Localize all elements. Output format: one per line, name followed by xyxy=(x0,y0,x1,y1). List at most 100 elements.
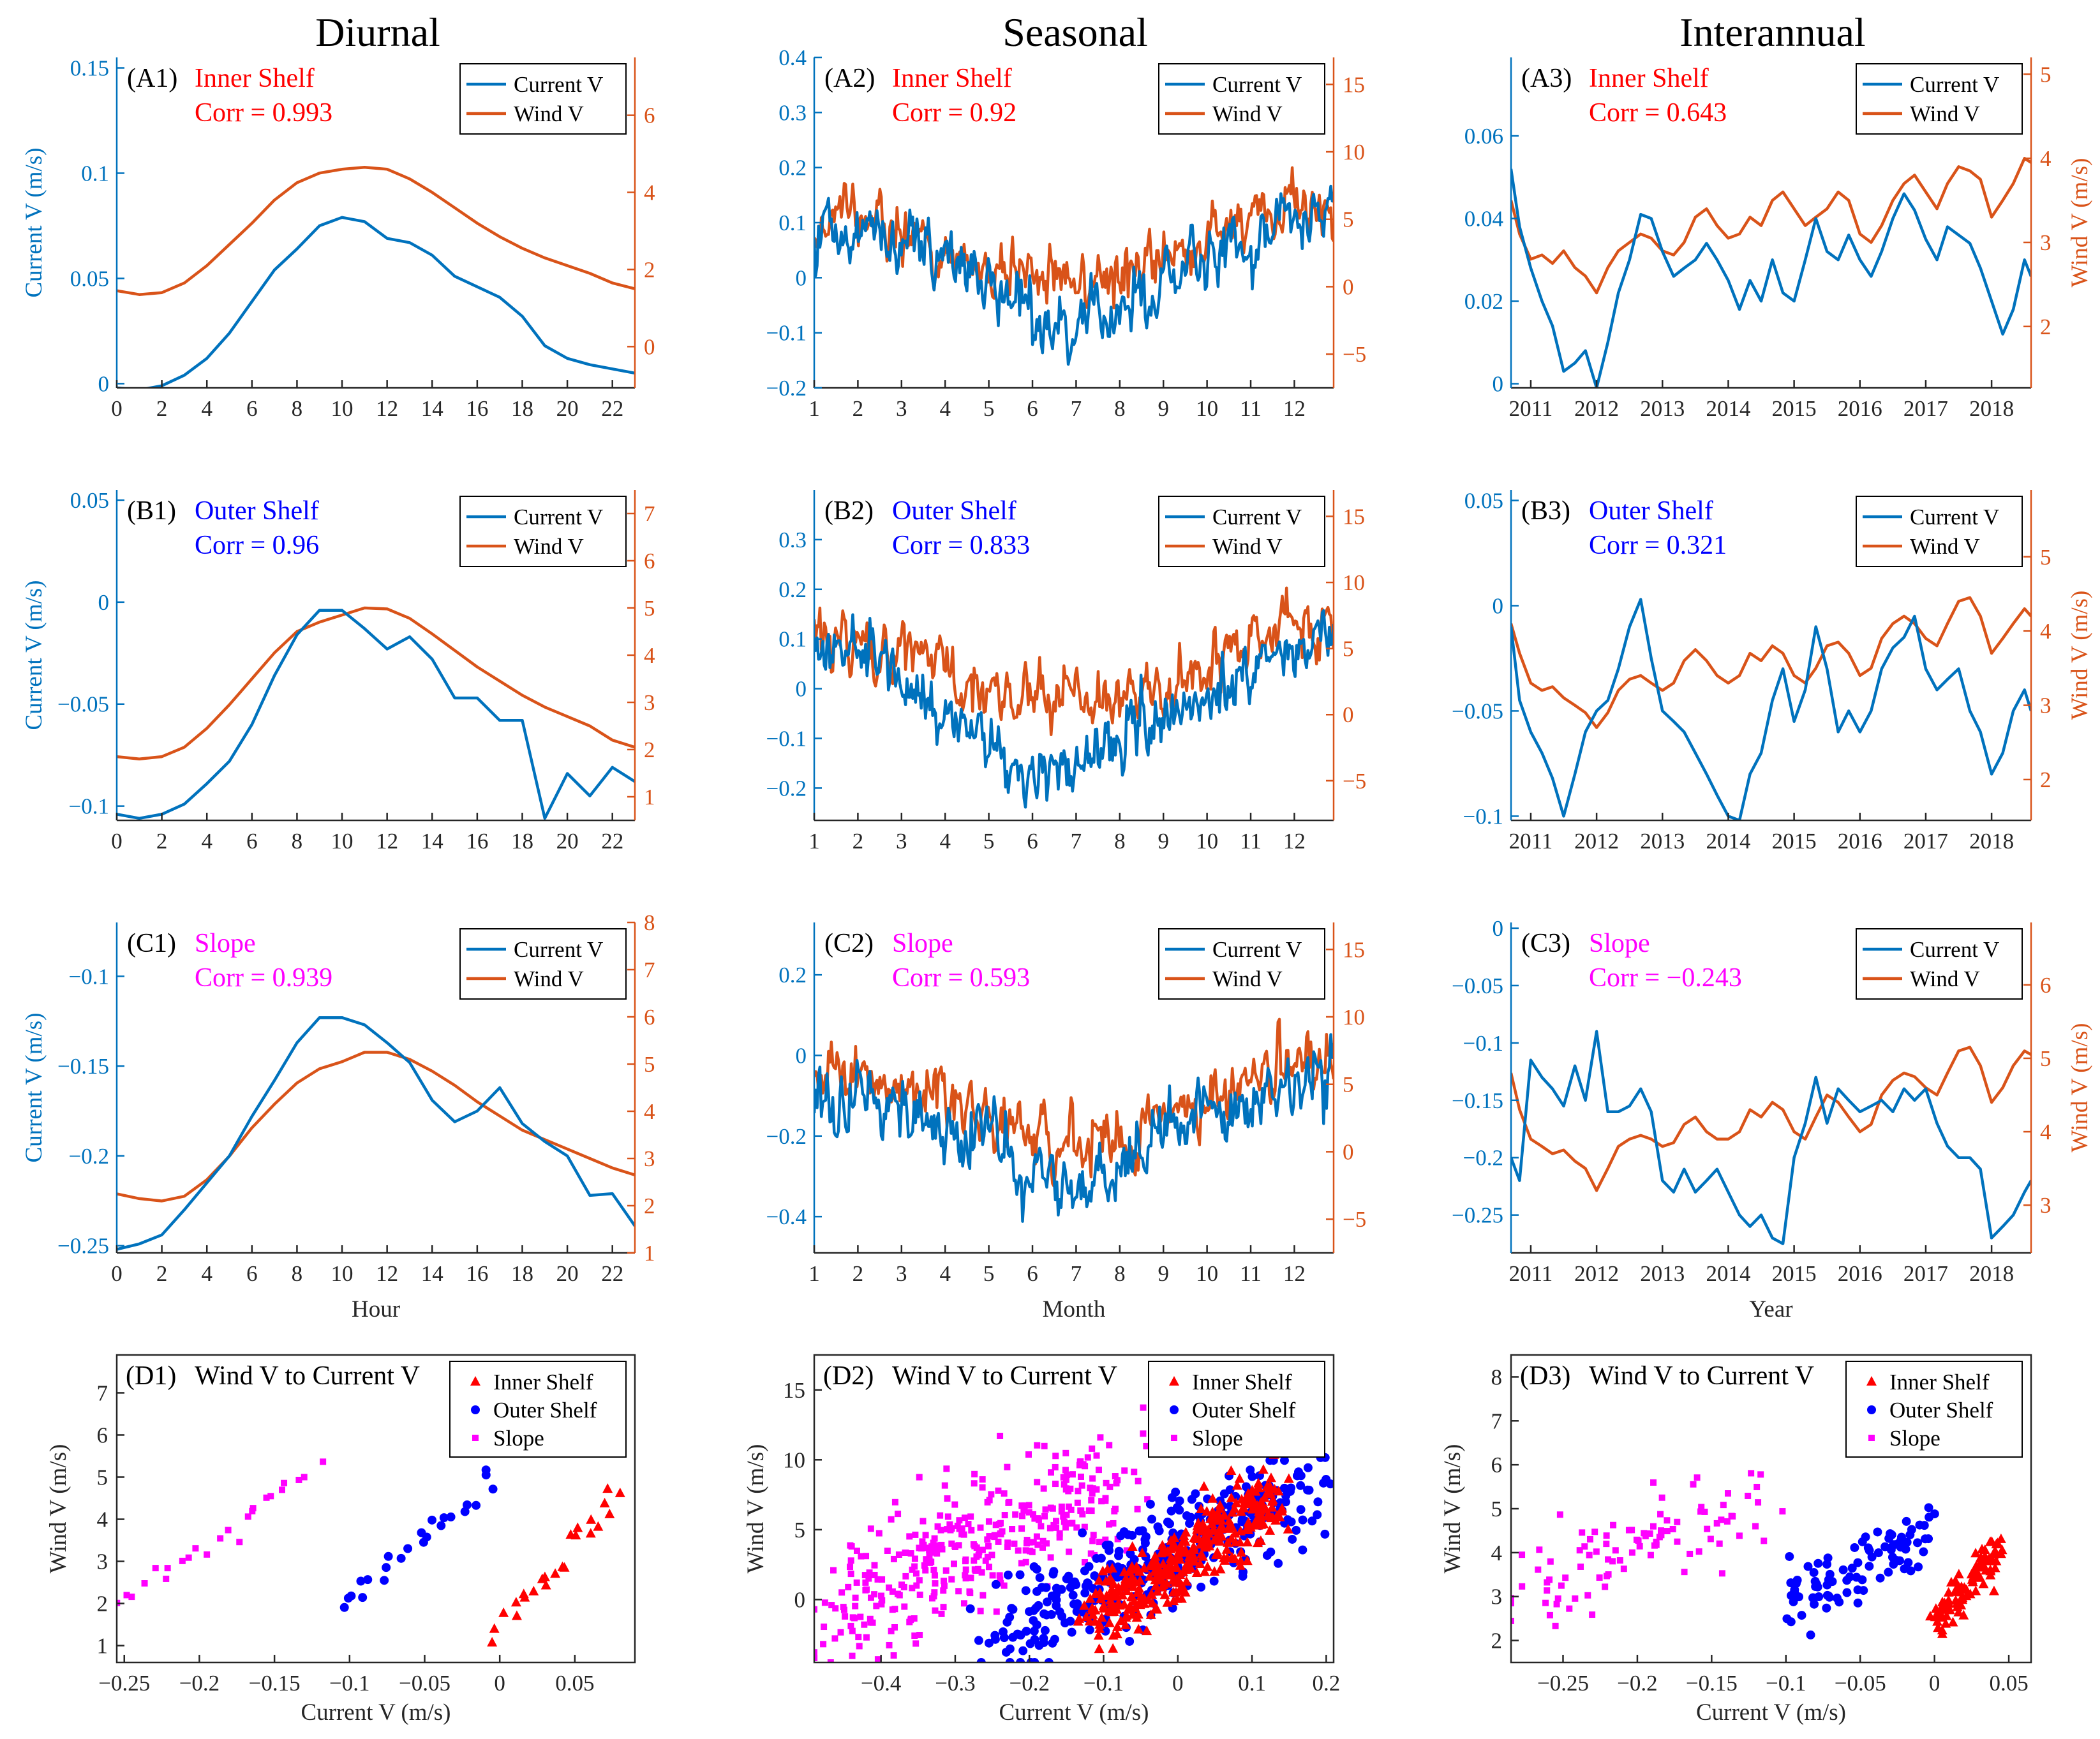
series-line-wind xyxy=(814,166,1334,309)
y-tick-label-right: 6 xyxy=(644,1005,655,1030)
scatter-point-slope xyxy=(995,1521,1002,1528)
scatter-point-inner-shelf xyxy=(1255,1507,1265,1518)
scatter-point-outer-shelf xyxy=(1296,1505,1306,1514)
scatter-point-slope xyxy=(179,1557,186,1564)
scatter-point-slope xyxy=(1053,1524,1060,1531)
scatter-point-slope xyxy=(1106,1521,1113,1528)
scatter-point-inner-shelf xyxy=(1144,1571,1155,1581)
x-tick-label: 2016 xyxy=(1838,829,1882,854)
x-tick-label: 12 xyxy=(1283,396,1306,421)
panel-b1: 0 2 4 6 8 10 12 14 16 18 20 22−0.1−0.0500.051234567… xyxy=(21,488,655,854)
scatter-point-outer-shelf xyxy=(463,1500,472,1510)
scatter-point-slope xyxy=(1110,1520,1117,1527)
x-tick-label: 8 xyxy=(1114,396,1126,421)
panel-d3: −0.25 −0.2 −0.15 −0.1 −0.05 0 0.05 2 3 4 5 6 7 8 Wind … xyxy=(1440,1354,2032,1726)
scatter-point-slope xyxy=(1052,1481,1059,1488)
scatter-point-outer-shelf xyxy=(1303,1463,1313,1472)
scatter-point-slope xyxy=(1123,1547,1130,1554)
y-tick-label-left: 0.05 xyxy=(70,266,109,291)
y-axis-label-right: Wind V (m/s) xyxy=(2067,1023,2093,1153)
y-axis-label-right: Wind V (m/s) xyxy=(2067,591,2093,720)
scatter-point-outer-shelf xyxy=(1873,1527,1882,1537)
column-title-diurnal: Diurnal xyxy=(315,10,440,55)
panel-label: (D3) xyxy=(1520,1361,1570,1391)
scatter-point-slope xyxy=(989,1572,996,1579)
scatter-point-inner-shelf xyxy=(1995,1533,2006,1543)
panel-label: (C1) xyxy=(127,929,176,958)
axes-frame xyxy=(115,1354,636,1664)
x-tick-label: −0.05 xyxy=(399,1671,451,1696)
scatter-point-outer-shelf xyxy=(1105,1541,1114,1550)
scatter-point-inner-shelf xyxy=(1933,1622,1944,1632)
scatter-point-inner-shelf xyxy=(1198,1481,1209,1491)
scatter-point-outer-shelf xyxy=(1279,1456,1289,1465)
scatter-point-inner-shelf xyxy=(1176,1593,1187,1603)
y-tick-label: 1 xyxy=(97,1634,108,1659)
scatter-point-slope xyxy=(152,1565,159,1572)
x-tick-label: 2014 xyxy=(1706,829,1750,854)
x-tick-label: 2017 xyxy=(1903,829,1948,854)
legend-box xyxy=(459,928,627,1000)
legend-label-slope: Slope xyxy=(1192,1426,1243,1451)
scatter-point-outer-shelf xyxy=(1031,1603,1041,1613)
y-tick-label-left: −0.05 xyxy=(1452,699,1503,723)
scatter-point-outer-shelf xyxy=(1084,1579,1093,1588)
scatter-point-outer-shelf xyxy=(1062,1574,1071,1583)
x-tick-label: −0.15 xyxy=(249,1671,301,1696)
scatter-point-slope xyxy=(185,1554,192,1561)
scatter-point-slope xyxy=(1553,1601,1560,1608)
scatter-point-outer-shelf xyxy=(1886,1529,1895,1539)
scatter-point-inner-shelf xyxy=(1265,1488,1276,1499)
scatter-point-slope xyxy=(820,1641,827,1648)
scatter-point-inner-shelf xyxy=(550,1568,561,1578)
panel-a2: 1 2 3 4 5 6 7 8 9 10 11 12−0.2−0.100.10.20.30.4−505… xyxy=(766,45,1367,421)
scatter-point-slope xyxy=(1020,1507,1027,1514)
scatter-point-slope xyxy=(961,1514,968,1521)
scatter-point-slope xyxy=(975,1551,982,1558)
scatter-point-slope xyxy=(1604,1573,1611,1580)
scatter-point-slope xyxy=(1584,1592,1591,1599)
scatter-point-slope xyxy=(814,1655,818,1662)
scatter-point-slope xyxy=(891,1499,898,1506)
scatter-point-slope xyxy=(1728,1513,1735,1520)
scatter-point-outer-shelf xyxy=(358,1593,368,1602)
x-tick-label: 6 xyxy=(246,396,258,421)
scatter-point-outer-shelf xyxy=(1279,1483,1289,1493)
scatter-point-inner-shelf xyxy=(1985,1564,1996,1574)
legend-label-slope: Slope xyxy=(493,1426,544,1451)
scatter-point-slope xyxy=(1088,1507,1095,1514)
x-tick-label: 2 xyxy=(853,829,864,854)
scatter-point-slope xyxy=(1752,1523,1759,1530)
y-tick-label-right: 2 xyxy=(644,737,655,762)
scatter-point-slope xyxy=(1063,1511,1070,1518)
scatter-point-slope xyxy=(1694,1474,1701,1481)
x-tick-label: 2018 xyxy=(1969,1261,2014,1286)
scatter-point-inner-shelf xyxy=(489,1623,500,1633)
scatter-point-slope xyxy=(991,1532,998,1539)
y-tick-label-left: 0 xyxy=(1493,593,1504,618)
y-axis-label: Wind V (m/s) xyxy=(743,1444,769,1574)
scatter-point-inner-shelf xyxy=(1274,1511,1285,1521)
scatter-point-slope xyxy=(281,1479,288,1486)
scatter-point-slope xyxy=(997,1580,1004,1587)
x-tick-label: 2017 xyxy=(1903,396,1948,421)
x-tick-label: 16 xyxy=(466,829,488,854)
x-tick-label: 2018 xyxy=(1969,829,2014,854)
scatter-point-slope xyxy=(1062,1476,1069,1483)
scatter-point-inner-shelf xyxy=(1136,1547,1147,1557)
scatter-point-slope xyxy=(1060,1513,1067,1520)
x-tick-label: 11 xyxy=(1240,1261,1262,1286)
x-tick-label: 6 xyxy=(1027,396,1038,421)
plot-area xyxy=(814,166,1334,366)
scatter-point-outer-shelf xyxy=(1266,1547,1276,1557)
scatter-point-slope xyxy=(852,1602,859,1610)
scatter-point-inner-shelf xyxy=(1224,1515,1235,1525)
scatter-point-slope xyxy=(1061,1518,1068,1525)
x-tick-label: 0 xyxy=(111,1261,123,1286)
y-tick-label-left: 0.05 xyxy=(70,488,109,513)
y-tick-label-left: 0.06 xyxy=(1464,124,1503,149)
scatter-point-outer-shelf xyxy=(1034,1641,1044,1650)
scatter-point-inner-shelf xyxy=(1277,1503,1288,1513)
scatter-point-slope xyxy=(858,1553,865,1560)
scatter-point-slope xyxy=(1612,1547,1619,1554)
